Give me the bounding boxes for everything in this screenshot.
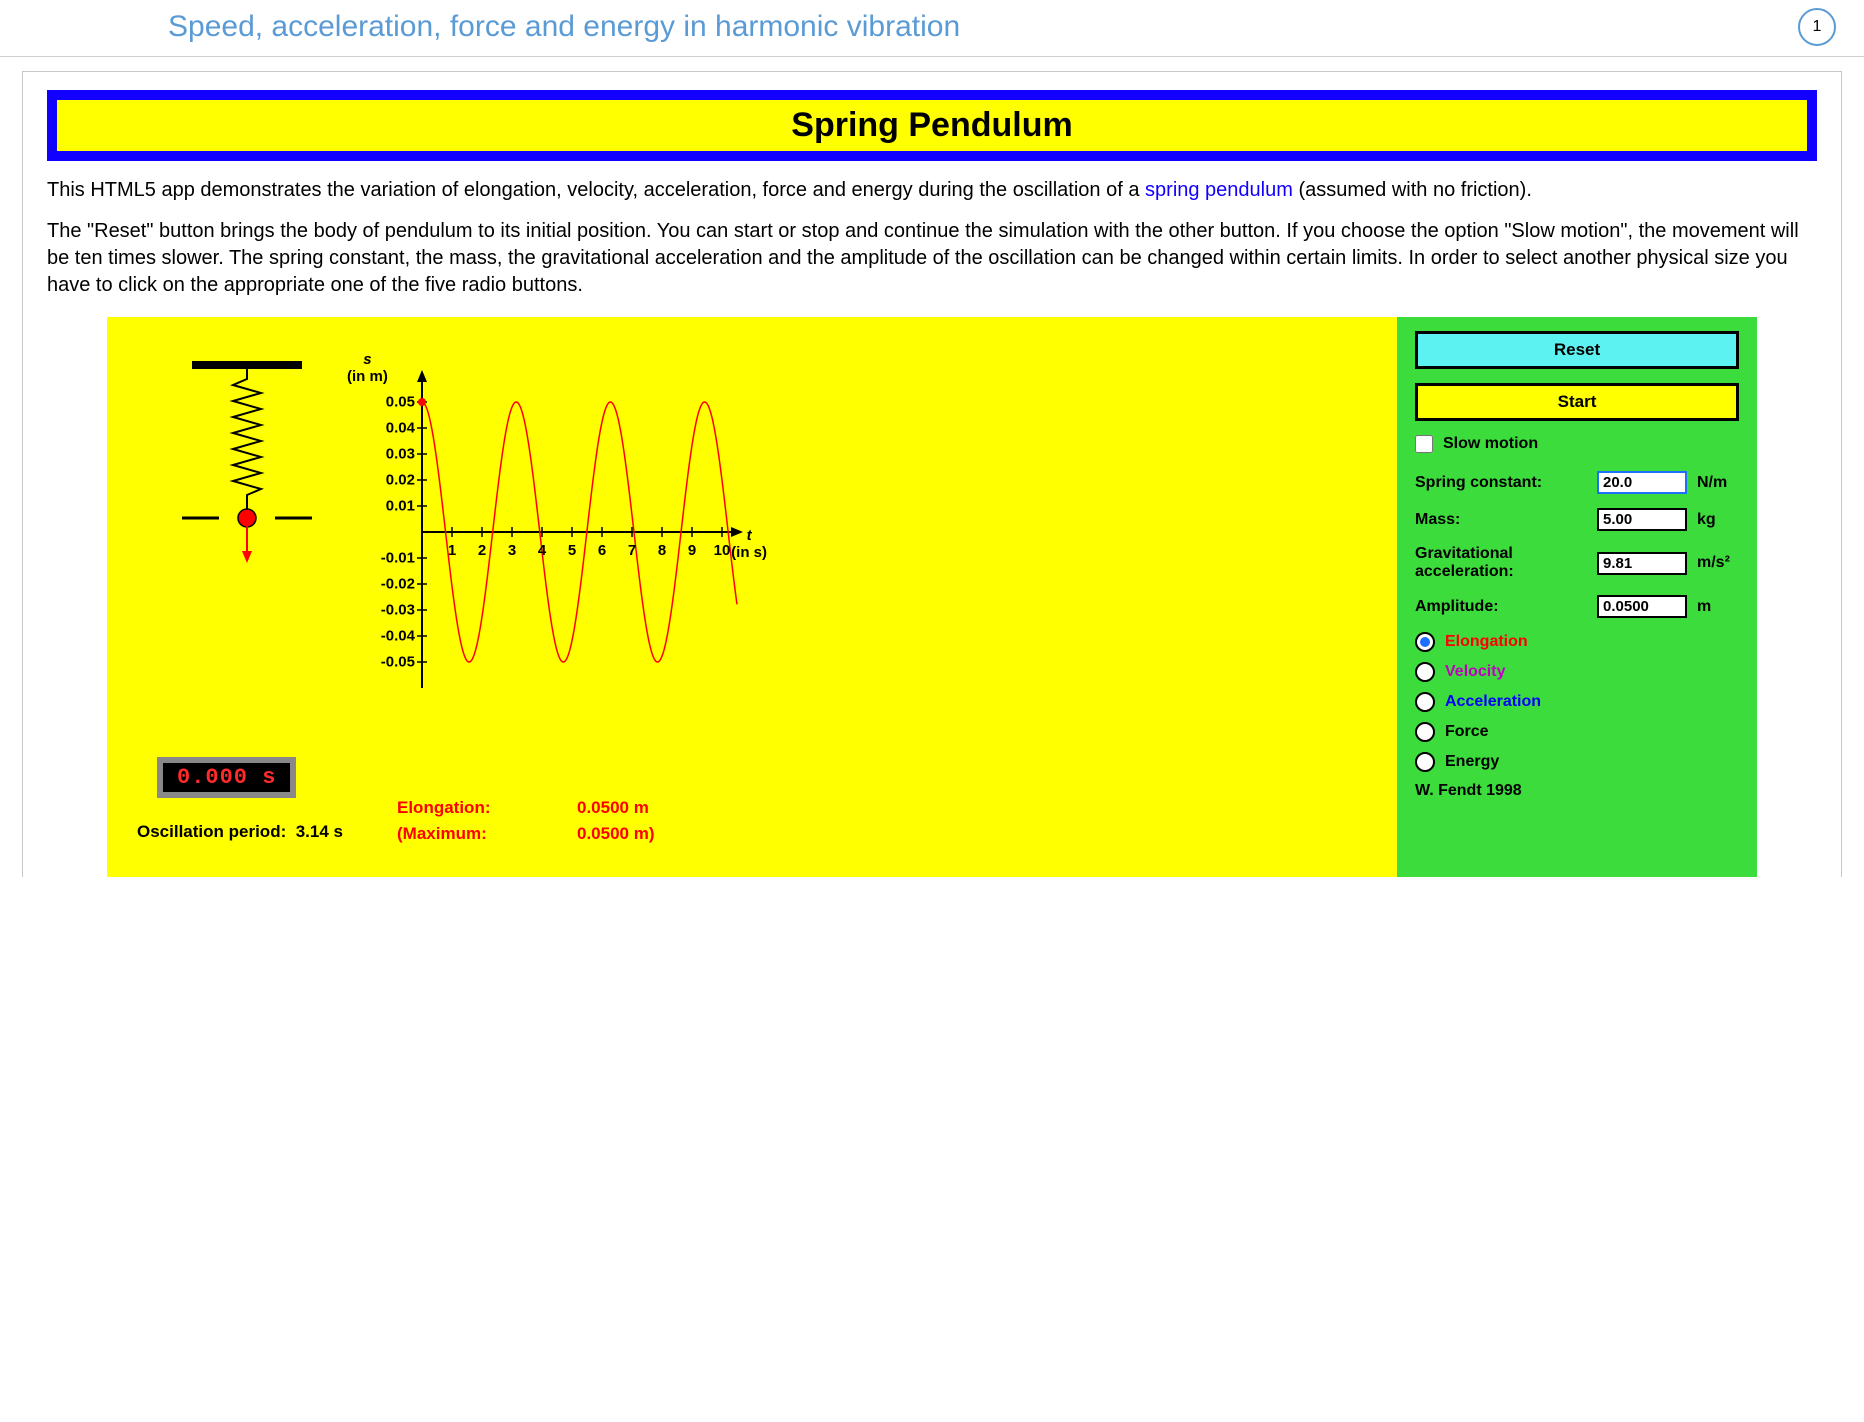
spring-constant-unit: N/m [1697,474,1739,492]
y-tick: -0.04 [381,628,415,645]
x-tick: 7 [628,542,636,559]
radio-elongation-indicator[interactable] [1415,632,1435,652]
intro-1a: This HTML5 app demonstrates the variatio… [47,179,1145,201]
spring-drawing [147,357,357,587]
timer-value: 0.000 s [163,763,290,792]
y-tick: -0.02 [381,576,415,593]
y-tick: 0.04 [386,420,415,437]
radio-velocity[interactable]: Velocity [1415,662,1739,682]
slow-motion-label: Slow motion [1443,435,1538,453]
y-tick: 0.02 [386,472,415,489]
grav-label: Gravitational acceleration: [1415,545,1597,581]
readout-label-1: Elongation: [397,795,577,821]
start-button[interactable]: Start [1415,383,1739,421]
radio-velocity-label: Velocity [1445,663,1505,681]
page-title: Speed, acceleration, force and energy in… [28,10,960,44]
radio-force-label: Force [1445,723,1489,741]
x-tick: 8 [658,542,666,559]
x-tick: 2 [478,542,486,559]
radio-elongation[interactable]: Elongation [1415,632,1739,652]
readout-value-1: 0.0500 m [577,798,649,817]
y-tick: 0.03 [386,446,415,463]
y-tick: -0.05 [381,654,415,671]
y-tick: -0.01 [381,550,415,567]
slow-motion-checkbox[interactable] [1415,435,1433,453]
intro-paragraph-2: The "Reset" button brings the body of pe… [47,218,1817,299]
x-tick: 5 [568,542,576,559]
x-axis-unit: (in s) [731,544,767,561]
app-banner: Spring Pendulum [47,90,1817,161]
y-tick: 0.01 [386,498,415,515]
amplitude-input[interactable] [1597,595,1687,618]
slow-motion-row[interactable]: Slow motion [1415,435,1739,453]
radio-force[interactable]: Force [1415,722,1739,742]
x-tick: 9 [688,542,696,559]
mass-input[interactable] [1597,508,1687,531]
x-axis-symbol: t [747,527,752,544]
credit: W. Fendt 1998 [1415,782,1739,800]
oscillation-period-label: Oscillation period: [137,822,286,841]
radio-velocity-indicator[interactable] [1415,662,1435,682]
intro-paragraph-1: This HTML5 app demonstrates the variatio… [47,177,1817,204]
radio-acceleration-indicator[interactable] [1415,692,1435,712]
readout-label-2: (Maximum: [397,821,577,847]
mass-label: Mass: [1415,511,1597,529]
y-axis-symbol: s [363,351,371,368]
radio-acceleration-label: Acceleration [1445,693,1541,711]
x-tick: 1 [448,542,456,559]
x-tick: 3 [508,542,516,559]
app-banner-title: Spring Pendulum [57,100,1807,151]
readout-value-2: 0.0500 m) [577,824,655,843]
radio-elongation-label: Elongation [1445,633,1528,651]
x-tick: 10 [714,542,731,559]
intro-1b: (assumed with no friction). [1293,179,1532,201]
x-tick: 6 [598,542,606,559]
oscillation-period: Oscillation period: 3.14 s [137,822,343,842]
oscillation-period-value: 3.14 s [296,822,343,841]
radio-energy-indicator[interactable] [1415,752,1435,772]
grav-input[interactable] [1597,552,1687,575]
page-badge: 1 [1798,8,1836,46]
mass-unit: kg [1697,511,1739,529]
readout: Elongation:0.0500 m (Maximum:0.0500 m) [397,795,655,846]
y-axis-unit: (in m) [347,368,388,385]
radio-acceleration[interactable]: Acceleration [1415,692,1739,712]
spring-pendulum-link[interactable]: spring pendulum [1145,179,1293,201]
control-panel: Reset Start Slow motion Spring constant:… [1397,317,1757,877]
reset-button[interactable]: Reset [1415,331,1739,369]
amplitude-unit: m [1697,598,1739,616]
radio-force-indicator[interactable] [1415,722,1435,742]
amplitude-label: Amplitude: [1415,598,1597,616]
spring-constant-input[interactable] [1597,471,1687,494]
timer-display: 0.000 s [157,757,296,798]
radio-energy-label: Energy [1445,753,1499,771]
spring-constant-label: Spring constant: [1415,474,1597,492]
y-tick: 0.05 [386,394,415,411]
simulation-canvas: 0.000 s Oscillation period: 3.14 s Elong… [107,317,1397,877]
radio-energy[interactable]: Energy [1415,752,1739,772]
x-tick: 4 [538,542,546,559]
y-tick: -0.03 [381,602,415,619]
grav-unit: m/s² [1697,554,1739,572]
elongation-chart: s (in m) t (in s) 0.01 0.02 0.03 0.04 0.05 -0… [337,352,767,712]
